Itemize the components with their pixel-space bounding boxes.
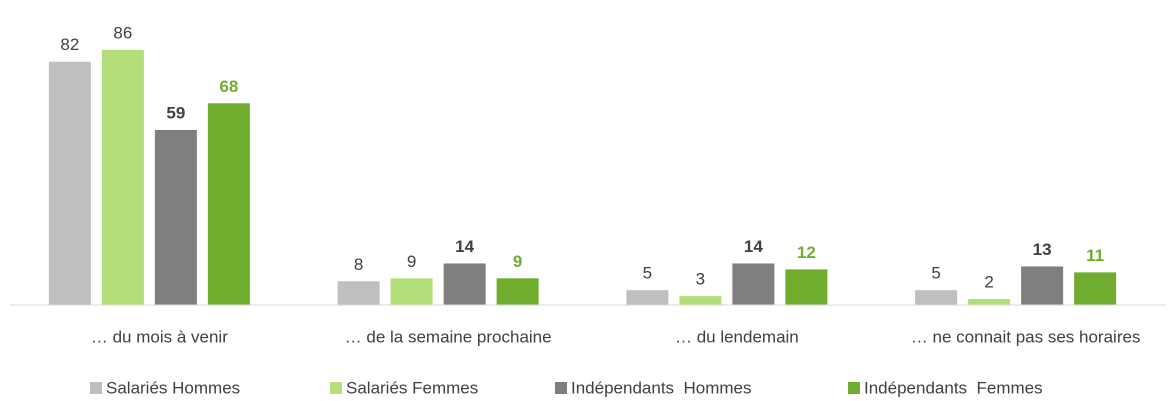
bar <box>915 290 958 305</box>
data-label: 5 <box>931 264 940 283</box>
data-label: 3 <box>696 270 705 289</box>
data-label: 9 <box>407 252 416 271</box>
legend-swatch <box>330 382 342 394</box>
data-label: 68 <box>219 77 238 96</box>
legend-swatch <box>90 382 102 394</box>
bar <box>101 49 144 305</box>
data-label: 14 <box>455 237 474 256</box>
x-tick-label: … du mois à venir <box>91 327 228 346</box>
data-label: 8 <box>354 255 363 274</box>
bar <box>732 263 775 305</box>
bar <box>1074 272 1117 305</box>
legend-label: Indépendants Femmes <box>864 378 1043 397</box>
legend-label: Indépendants Hommes <box>571 378 752 397</box>
data-label: 5 <box>643 264 652 283</box>
bar <box>1021 266 1064 305</box>
bar <box>626 290 669 305</box>
data-label: 12 <box>797 243 816 262</box>
x-tick-label: … du lendemain <box>675 327 799 346</box>
data-label: 13 <box>1033 240 1052 259</box>
bar <box>48 61 91 305</box>
bar <box>390 278 433 305</box>
data-label: 2 <box>984 273 993 292</box>
bar <box>968 299 1011 305</box>
bar <box>679 296 722 305</box>
legend-swatch <box>555 382 567 394</box>
bar <box>337 281 380 305</box>
x-tick-label: … ne connait pas ses horaires <box>911 327 1141 346</box>
data-label: 14 <box>744 237 763 256</box>
data-label: 82 <box>60 35 79 54</box>
bar <box>496 278 539 305</box>
x-tick-label: … de la semaine prochaine <box>345 327 552 346</box>
data-label: 59 <box>166 103 185 122</box>
bar <box>207 103 250 306</box>
legend-label: Salariés Hommes <box>106 378 240 397</box>
data-label: 86 <box>113 23 132 42</box>
legend-swatch <box>848 382 860 394</box>
bar <box>443 263 486 305</box>
data-label: 9 <box>513 252 522 271</box>
bar <box>154 129 197 305</box>
legend-label: Salariés Femmes <box>346 378 478 397</box>
bar <box>785 269 828 305</box>
data-label: 11 <box>1086 246 1104 265</box>
